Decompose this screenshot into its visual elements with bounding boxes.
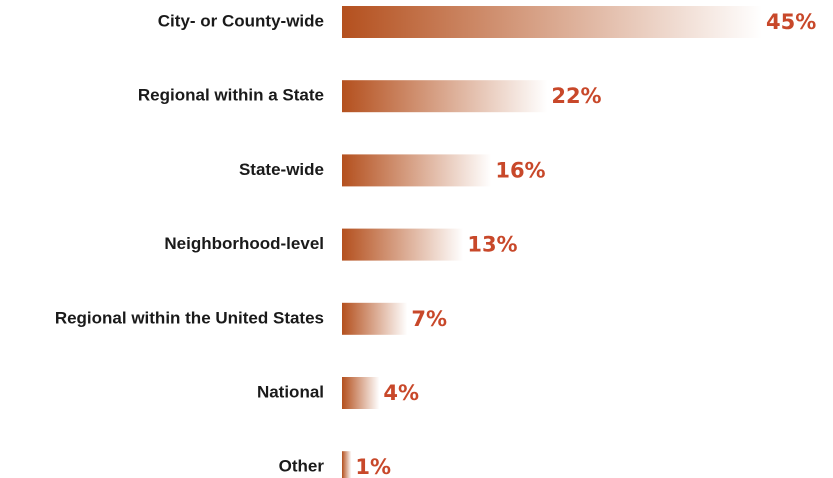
value-label: 4% (383, 381, 419, 405)
category-label: Neighborhood-level (164, 234, 324, 253)
category-label: Regional within a State (138, 86, 324, 105)
bar (342, 80, 548, 113)
value-label: 22% (551, 84, 601, 108)
bar (342, 377, 380, 409)
value-label: 7% (411, 307, 447, 331)
category-label: Other (279, 457, 325, 476)
category-label: National (257, 382, 324, 401)
bar (342, 6, 762, 38)
category-label: State-wide (239, 160, 324, 179)
value-label: 13% (467, 233, 517, 257)
bar (342, 228, 464, 261)
bar (342, 451, 352, 478)
bars-group: City- or County-wide 45% Regional within a… (55, 6, 816, 478)
bar (342, 154, 492, 187)
bar (342, 302, 408, 335)
value-label: 45% (766, 10, 816, 34)
value-label: 16% (495, 158, 545, 182)
category-label: City- or County-wide (158, 11, 324, 30)
category-label: Regional within the United States (55, 308, 324, 327)
value-label: 1% (355, 455, 391, 478)
